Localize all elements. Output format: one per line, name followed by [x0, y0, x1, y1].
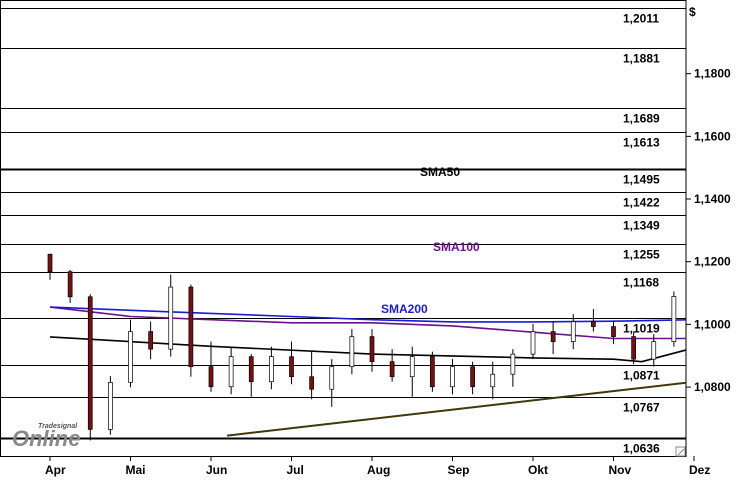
candle	[67, 269, 73, 304]
x-tick-label: Dez	[689, 463, 710, 477]
candle	[631, 331, 636, 365]
candle	[651, 334, 657, 367]
level-label: 1,1168	[623, 276, 659, 290]
y-tick-label: 1,1400	[694, 192, 731, 206]
ma-line	[49, 336, 686, 363]
candle	[289, 341, 294, 385]
y-tick-label: 1,1800	[694, 67, 731, 81]
candle	[430, 351, 435, 392]
x-tick-label: Jun	[206, 463, 227, 477]
candle	[47, 253, 53, 280]
moving-averages	[49, 306, 686, 363]
level-label: 1,1613	[623, 136, 660, 150]
candle	[329, 359, 335, 407]
moving-average-labels: SMA50 SMA100 SMA200	[381, 165, 480, 316]
level-label: 1,1349	[623, 219, 660, 233]
ma-label: SMA100	[433, 240, 480, 254]
logo-big-text: Online	[12, 426, 80, 451]
level-label: 1,1019	[623, 322, 660, 336]
level-label: 1,1689	[623, 112, 660, 126]
x-tick-label: Nov	[609, 463, 632, 477]
candle	[108, 376, 113, 435]
candle	[148, 321, 153, 360]
plot-frame	[0, 0, 687, 457]
level-label: 1,1422	[623, 196, 660, 210]
candle	[228, 346, 234, 395]
x-tick-label: Jul	[287, 463, 304, 477]
candle	[128, 319, 133, 388]
ma-line	[49, 306, 686, 340]
candle	[570, 314, 576, 350]
y-tick-label: 1,0800	[694, 380, 731, 394]
candle	[369, 329, 375, 372]
candle	[510, 349, 516, 387]
candle	[450, 359, 455, 395]
trend-line	[226, 381, 686, 437]
candle	[732, 199, 736, 249]
candlesticks	[47, 199, 736, 441]
x-tick-label: Okt	[528, 463, 548, 477]
y-axis: 1,0800 1,1000 1,1200 1,1400 1,1600 1,1800	[686, 67, 731, 394]
level-label: 1,0636	[623, 442, 660, 456]
y-tick-label: 1,1600	[694, 129, 731, 143]
candle	[248, 354, 254, 397]
candle	[87, 294, 93, 441]
candle	[409, 346, 415, 397]
trend-lines	[226, 381, 686, 437]
candle	[389, 349, 395, 382]
level-label: 1,0767	[623, 401, 660, 415]
candle	[671, 291, 677, 347]
candle	[550, 321, 556, 355]
x-tick-label: Sep	[448, 463, 470, 477]
candle	[470, 361, 475, 395]
logo-small-text: Tradesignal	[38, 423, 78, 430]
candle	[490, 361, 496, 400]
level-label: 1,0871	[623, 369, 660, 383]
x-tick-label: Aug	[367, 463, 390, 477]
candle	[611, 321, 616, 345]
x-tick-label: Apr	[45, 463, 66, 477]
candle	[269, 346, 274, 390]
candle	[309, 351, 314, 400]
currency-unit: $	[689, 5, 696, 19]
y-tick-label: 1,1200	[694, 255, 731, 269]
candle	[188, 284, 194, 377]
level-label: 1,2011	[623, 12, 659, 26]
resize-corner-icon[interactable]	[675, 446, 686, 457]
level-label: 1,1495	[623, 173, 660, 187]
candle	[591, 309, 596, 332]
ma-label: SMA50	[420, 165, 460, 179]
candle	[349, 329, 355, 375]
candle	[168, 274, 174, 357]
x-axis: Apr Mai Jun Jul Aug Sep Okt Nov Dez	[45, 456, 710, 477]
x-tick-label: Mai	[126, 463, 146, 477]
candle	[530, 324, 536, 360]
level-label: 1,1255	[623, 248, 660, 262]
ma-label: SMA200	[381, 302, 428, 316]
tradesignal-logo: Tradesignal Online	[12, 423, 80, 451]
ma-line	[49, 306, 686, 323]
candle	[208, 341, 214, 392]
y-tick-label: 1,1000	[694, 317, 731, 331]
level-label: 1,1881	[623, 52, 660, 66]
